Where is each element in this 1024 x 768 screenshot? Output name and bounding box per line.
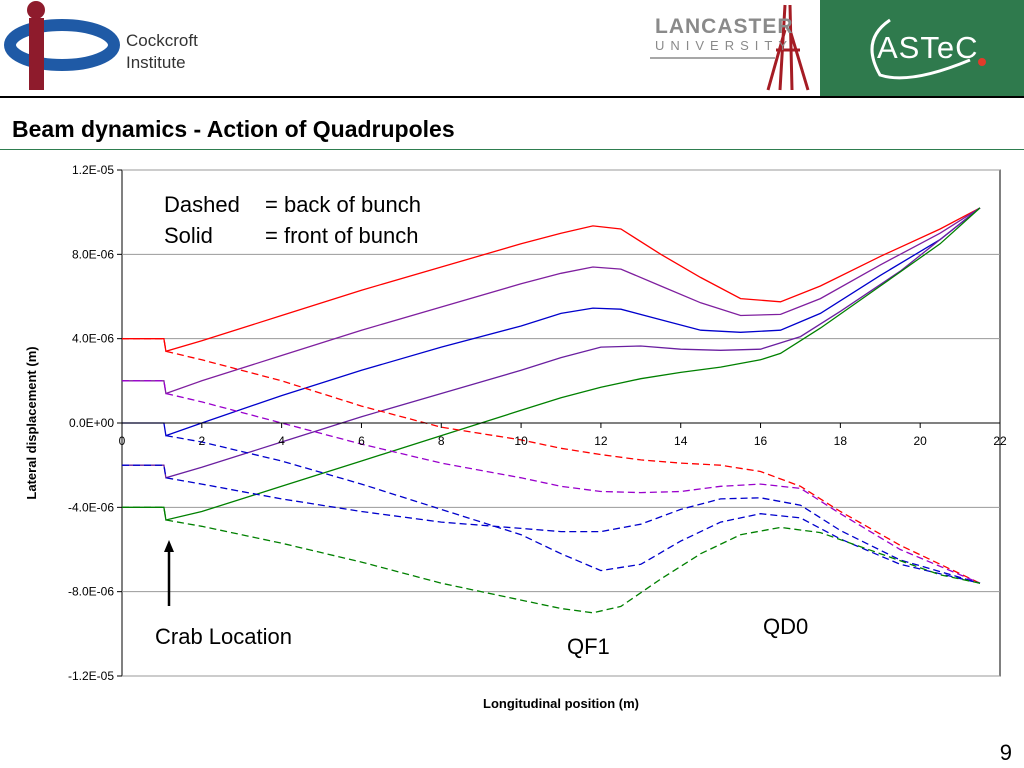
series-line-dashed-8 <box>165 434 981 584</box>
x-axis-label: Longitudinal position (m) <box>483 696 639 711</box>
y-tick-label: 1.2E-05 <box>72 163 114 177</box>
legend-solid-desc: = front of bunch <box>265 223 419 248</box>
x-tick-label: 10 <box>514 434 528 448</box>
x-tick-label: 16 <box>754 434 768 448</box>
header-divider <box>0 96 1024 98</box>
y-axis-label: Lateral displacement (m) <box>24 346 39 499</box>
cockcroft-line1: Cockcroft <box>126 31 198 50</box>
series-line-solid-3 <box>122 207 981 479</box>
x-tick-label: 18 <box>834 434 848 448</box>
y-tick-label: 8.0E-06 <box>72 247 114 261</box>
crab-location-label: Crab Location <box>155 624 292 649</box>
title-divider <box>0 149 1024 150</box>
qd0-label: QD0 <box>763 614 808 639</box>
y-tick-label: -8.0E-06 <box>68 585 114 599</box>
lancaster-crest-icon <box>650 4 810 91</box>
cockcroft-line2: Institute <box>126 53 186 72</box>
x-tick-label: 8 <box>438 434 445 448</box>
lancaster-subtitle: UNIVERSITY <box>655 38 794 53</box>
series-line-solid-4 <box>122 207 981 521</box>
x-tick-label: 14 <box>674 434 688 448</box>
slide-title: Beam dynamics - Action of Quadrupoles <box>12 116 455 142</box>
x-tick-label: 20 <box>914 434 928 448</box>
y-tick-label: 4.0E-06 <box>72 332 114 346</box>
x-axis-ticks: 0 2 4 6 8 10 12 14 16 18 20 22 <box>119 422 1007 448</box>
y-tick-label: 0.0E+00 <box>69 416 114 430</box>
y-tick-label: -1.2E-05 <box>68 669 114 683</box>
x-tick-label: 12 <box>594 434 608 448</box>
x-tick-label: 4 <box>278 434 285 448</box>
y-tick-label: -4.0E-06 <box>68 500 114 514</box>
series-line-dashed-6 <box>122 380 981 584</box>
y-axis-ticks: 1.2E-05 8.0E-06 4.0E-06 0.0E+00 -4.0E-06 -8.0… <box>68 163 122 683</box>
legend-dashed-desc: = back of bunch <box>265 192 421 217</box>
astec-logo <box>820 0 1024 97</box>
series-line-dashed-9 <box>122 506 981 614</box>
cockcroft-logo-icon <box>4 1 120 90</box>
x-tick-label: 22 <box>993 434 1007 448</box>
lancaster-name: LANCASTER <box>655 15 794 38</box>
legend-solid-label: Solid <box>164 223 213 248</box>
series-line-dashed-7 <box>122 464 981 584</box>
page-number: 9 <box>999 740 1012 765</box>
x-tick-label: 0 <box>119 434 126 448</box>
slide-header: Cockcroft Institute LANCASTER UNIVERSITY… <box>0 0 1024 97</box>
crab-arrowhead-icon <box>164 540 174 552</box>
astec-swoosh-icon <box>870 18 986 80</box>
cockcroft-wordmark: Cockcroft Institute <box>126 30 198 74</box>
series-line-solid-1 <box>122 207 981 395</box>
series-line-solid-0 <box>122 207 981 353</box>
qf1-label: QF1 <box>567 634 610 659</box>
quadrupole-chart: 1.2E-05 8.0E-06 4.0E-06 0.0E+00 -4.0E-06 -8.0… <box>24 163 1007 711</box>
x-tick-label: 6 <box>358 434 365 448</box>
astec-wordmark: ASTeC <box>877 30 979 65</box>
x-tick-label: 2 <box>198 434 205 448</box>
legend-dashed-label: Dashed <box>164 192 240 217</box>
